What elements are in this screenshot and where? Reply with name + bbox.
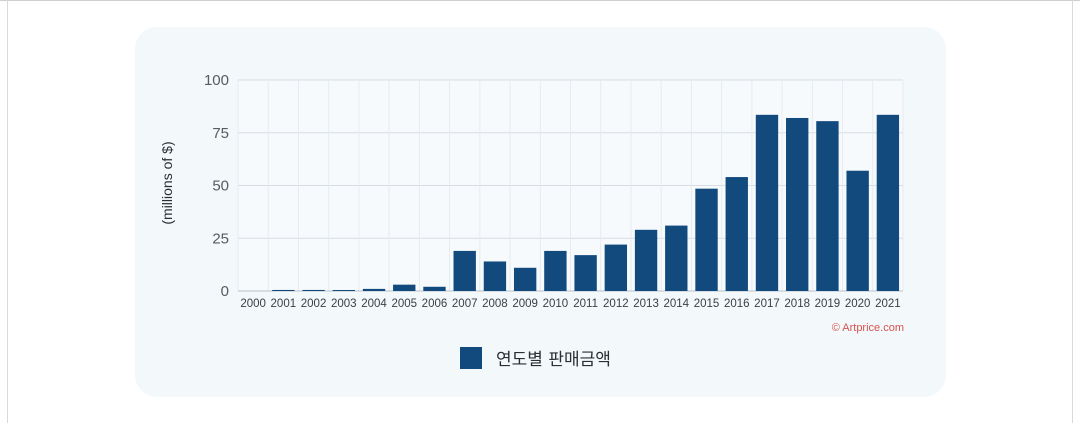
x-tick-label: 2018 bbox=[784, 298, 810, 310]
x-tick-label: 2012 bbox=[603, 298, 629, 310]
x-tick-label: 2009 bbox=[512, 298, 538, 310]
x-tick-label: 2003 bbox=[331, 298, 357, 310]
bar-2021 bbox=[876, 114, 900, 291]
bar-2001 bbox=[272, 289, 295, 291]
x-tick-label: 2002 bbox=[301, 298, 327, 310]
x-tick-label: 2019 bbox=[815, 298, 841, 310]
x-tick-label: 2011 bbox=[573, 298, 598, 310]
x-tick-label: 2008 bbox=[482, 298, 508, 310]
bar-2019 bbox=[816, 121, 839, 292]
bar-2016 bbox=[725, 177, 748, 291]
bar-2014 bbox=[665, 225, 688, 291]
y-tick-label: 75 bbox=[212, 125, 229, 142]
bar-2018 bbox=[786, 117, 809, 291]
x-tick-label: 2015 bbox=[694, 298, 720, 310]
bar-2004 bbox=[362, 288, 386, 291]
bar-2020 bbox=[846, 170, 869, 291]
y-tick-label: 25 bbox=[212, 230, 229, 247]
left-border bbox=[7, 0, 8, 423]
bar-2003 bbox=[332, 290, 355, 291]
bars bbox=[272, 114, 900, 292]
x-tick-label: 2000 bbox=[240, 298, 266, 310]
bar-2013 bbox=[634, 229, 658, 291]
x-tick-label: 2020 bbox=[845, 298, 871, 310]
y-axis-label: (millions of $) bbox=[159, 141, 175, 224]
x-tick-label: 2013 bbox=[633, 298, 659, 310]
y-tick-label: 50 bbox=[212, 178, 229, 195]
credit-text: © Artprice.com bbox=[832, 322, 904, 334]
y-axis-ticks: 0 25 50 75 100 bbox=[204, 72, 229, 300]
x-tick-label: 2005 bbox=[391, 298, 417, 310]
legend-swatch bbox=[460, 346, 482, 369]
x-tick-label: 2001 bbox=[271, 298, 297, 310]
y-tick-label: 0 bbox=[221, 283, 229, 300]
bar-2002 bbox=[302, 289, 325, 291]
legend: 연도별 판매금액 bbox=[460, 345, 611, 370]
x-tick-label: 2004 bbox=[361, 298, 387, 310]
x-tick-label: 2021 bbox=[875, 298, 901, 310]
legend-label: 연도별 판매금액 bbox=[496, 350, 611, 370]
x-tick-label: 2006 bbox=[422, 298, 448, 310]
y-tick-label: 100 bbox=[204, 72, 229, 89]
x-axis-ticks: 2000 2001 2002 2003 2004 2005 2006 2007 2008 2009… bbox=[240, 298, 900, 310]
bar-2015 bbox=[695, 188, 718, 291]
x-tick-label: 2007 bbox=[452, 298, 478, 310]
bar-2005 bbox=[393, 284, 416, 291]
bar-2011 bbox=[574, 255, 597, 291]
bar-2008 bbox=[483, 261, 507, 291]
x-tick-label: 2014 bbox=[663, 298, 689, 310]
bar-2012 bbox=[604, 244, 628, 291]
x-tick-label: 2017 bbox=[754, 298, 780, 310]
bar-2009 bbox=[513, 267, 537, 291]
bar-2017 bbox=[755, 114, 779, 291]
right-border bbox=[1072, 0, 1073, 423]
top-divider bbox=[0, 0, 1080, 1]
bar-2007 bbox=[453, 250, 476, 291]
x-tick-label: 2016 bbox=[724, 298, 750, 310]
x-tick-label: 2010 bbox=[543, 298, 569, 310]
bar-2006 bbox=[423, 286, 446, 291]
bar-2010 bbox=[544, 250, 567, 291]
